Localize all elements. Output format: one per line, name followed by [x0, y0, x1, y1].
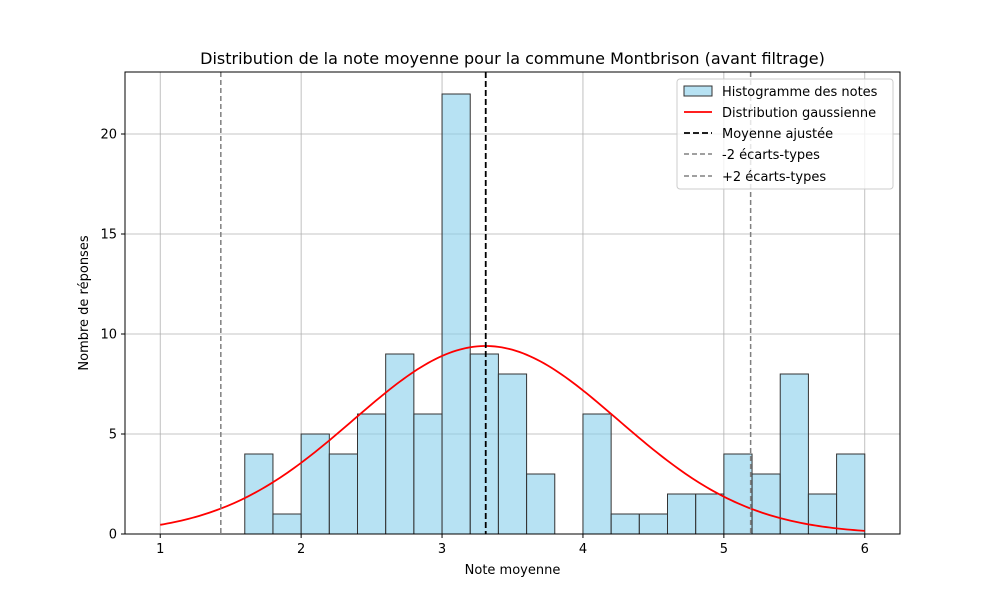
histogram-bar — [413, 413, 443, 535]
histogram-bar — [695, 493, 725, 535]
x-tick-label: 6 — [861, 542, 869, 557]
y-axis-label: Nombre de réponses — [77, 235, 92, 370]
x-tick-label: 4 — [579, 542, 587, 557]
gaussian-curve-group — [160, 345, 865, 532]
x-tick-label: 1 — [156, 542, 164, 557]
histogram-bar — [723, 453, 753, 535]
chart-title: Distribution de la note moyenne pour la … — [200, 49, 825, 68]
histogram-bar — [441, 93, 471, 535]
histogram-bar — [272, 513, 302, 535]
histogram-bar — [526, 473, 556, 535]
y-tick-label: 20 — [100, 128, 117, 143]
plot-frame — [124, 71, 901, 535]
x-tick-label: 3 — [438, 542, 446, 557]
histogram-bar — [610, 513, 640, 535]
y-tick-label: 0 — [109, 528, 117, 543]
legend-label-histogram: Histogramme des notes — [722, 85, 878, 100]
legend-label-mean: Moyenne ajustée — [722, 127, 833, 142]
y-tick-label: 5 — [109, 428, 117, 443]
legend-label-minus-2sd: -2 écarts-types — [722, 148, 820, 163]
histogram-bar — [779, 373, 809, 535]
y-tick-label: 10 — [100, 328, 117, 343]
legend: Histogramme des notes Distribution gauss… — [676, 78, 894, 190]
legend-box — [676, 78, 894, 190]
y-tick-label: 15 — [100, 228, 117, 243]
histogram-bar — [328, 453, 358, 535]
x-tick-label: 2 — [297, 542, 305, 557]
histogram-bar — [469, 353, 499, 535]
histogram-bar — [497, 373, 528, 535]
histogram-bar — [836, 453, 866, 535]
reference-lines — [220, 72, 752, 534]
x-tick-label: 5 — [720, 542, 728, 557]
legend-label-plus-2sd: +2 écarts-types — [722, 170, 826, 185]
legend-label-gaussian: Distribution gaussienne — [722, 106, 876, 121]
histogram-bar — [300, 433, 330, 535]
gaussian-curve — [160, 345, 865, 532]
histogram-bars — [244, 93, 866, 535]
histogram-bar — [751, 473, 781, 535]
histogram-bar — [357, 413, 387, 535]
axis-ticks: 1 2 3 4 5 6 0 5 10 15 20 — [100, 128, 868, 558]
histogram-bar — [244, 453, 274, 535]
histogram-bar — [638, 513, 668, 535]
histogram-bar — [582, 413, 612, 535]
histogram-bar — [667, 493, 697, 535]
legend-swatch-histogram — [683, 85, 713, 97]
x-axis-label: Note moyenne — [465, 563, 561, 578]
